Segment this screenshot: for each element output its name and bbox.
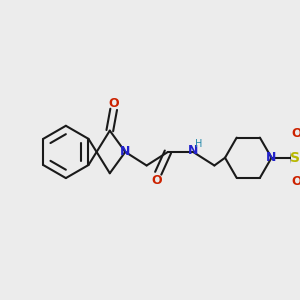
Text: N: N — [120, 146, 130, 158]
Text: O: O — [151, 173, 162, 187]
Text: H: H — [195, 139, 203, 149]
Text: O: O — [291, 176, 300, 188]
Text: O: O — [291, 127, 300, 140]
Text: N: N — [266, 151, 277, 164]
Text: N: N — [188, 145, 198, 158]
Text: S: S — [290, 151, 300, 165]
Text: O: O — [108, 97, 119, 110]
